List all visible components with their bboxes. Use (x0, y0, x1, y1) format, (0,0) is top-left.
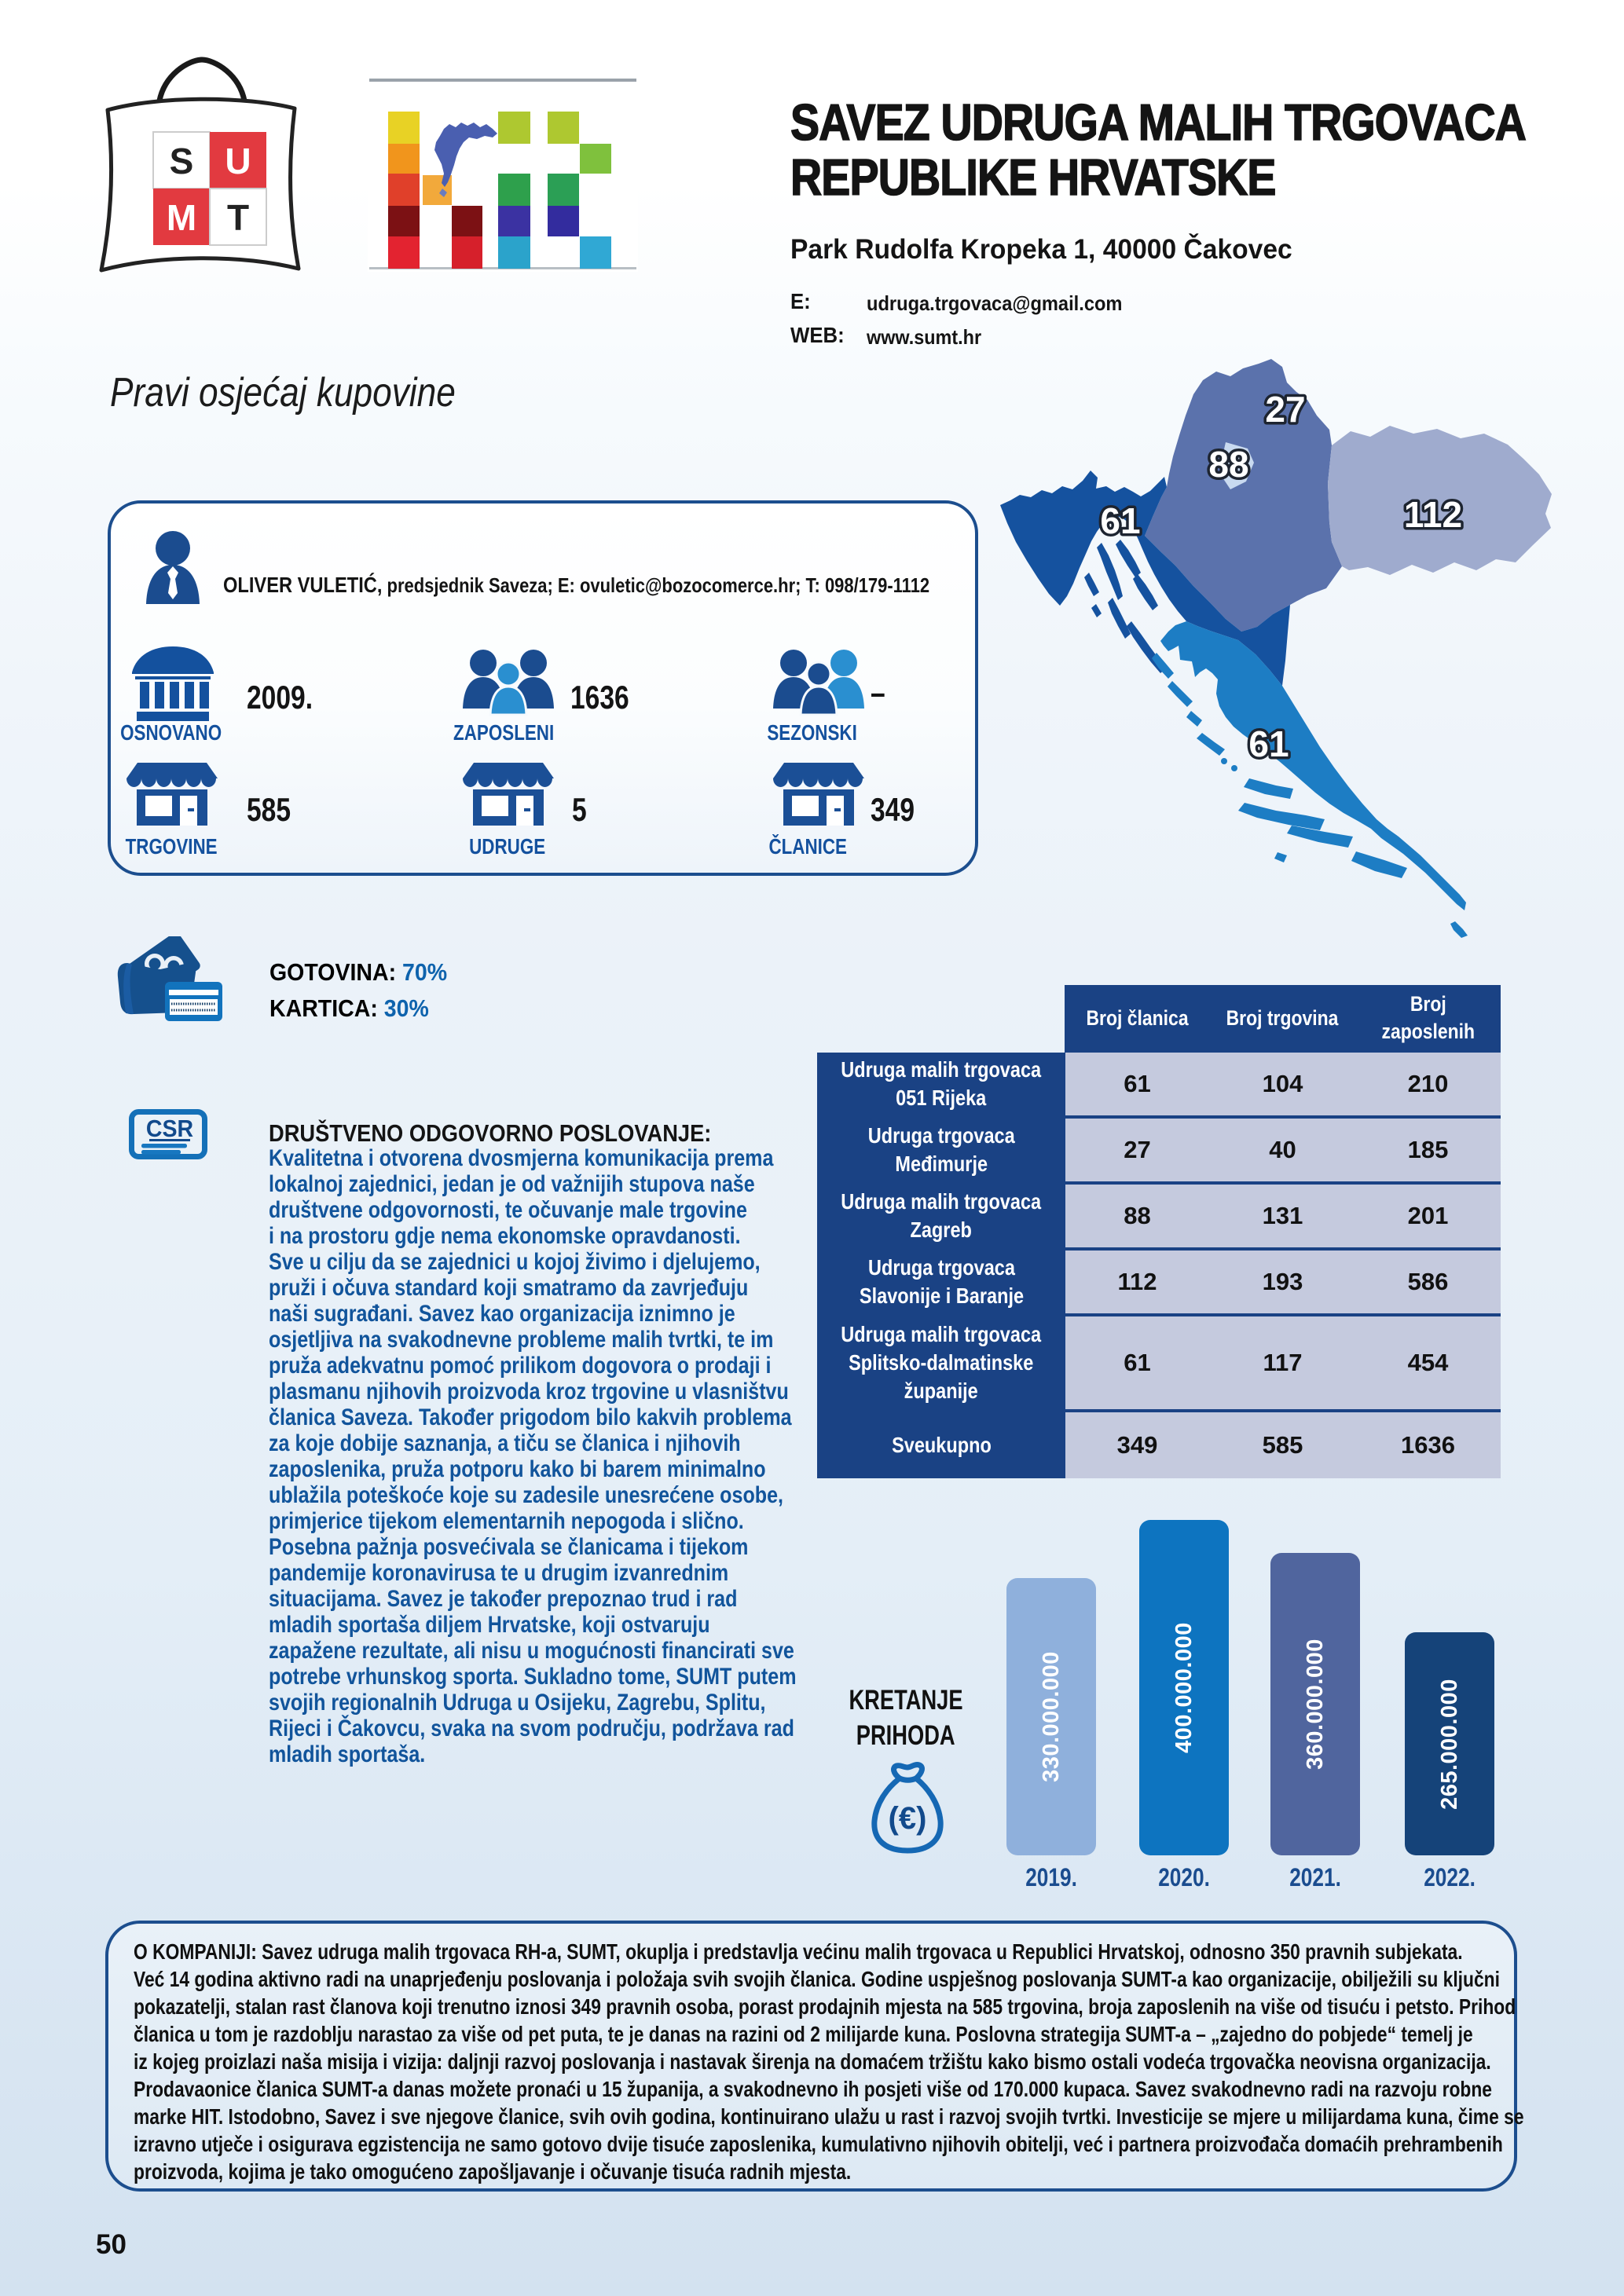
svg-text:M: M (167, 197, 196, 238)
svg-text:U: U (225, 141, 251, 181)
svg-text:112: 112 (1404, 494, 1462, 535)
svg-text:61: 61 (1248, 723, 1289, 764)
svg-text:61: 61 (1100, 500, 1140, 541)
svg-text:(€): (€) (889, 1801, 927, 1836)
svg-text:27: 27 (1265, 389, 1305, 430)
svg-text:T: T (227, 197, 249, 238)
svg-text:S: S (170, 141, 194, 181)
svg-text:88: 88 (1208, 444, 1248, 485)
svg-text:CSR: CSR (146, 1115, 193, 1142)
